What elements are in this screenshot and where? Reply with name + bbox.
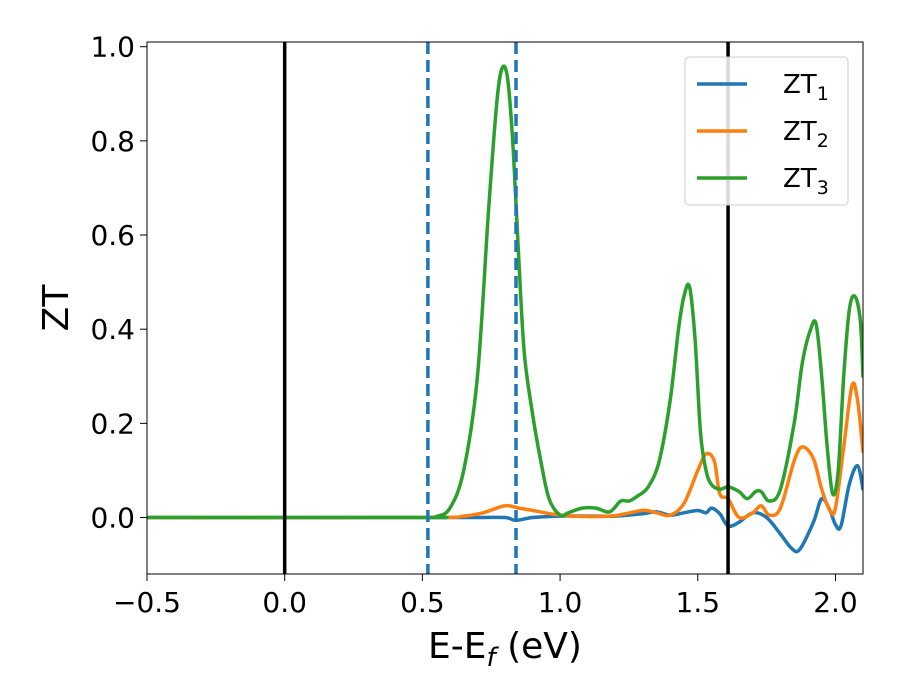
x-tick-label: 0.0 (262, 586, 307, 619)
axes-frame (146, 41, 864, 575)
legend-label-sub: 2 (817, 130, 829, 152)
y-tick-label: 1.0 (90, 31, 135, 64)
legend-box (684, 56, 849, 206)
legend-label-main: ZT (783, 70, 817, 100)
legend-label-main: ZT (783, 164, 817, 194)
y-tick-label: 0.4 (90, 313, 135, 346)
axes: −0.5 0.0 0.5 1.0 1.5 2.0 0.0 0.2 0.4 0.6 0.8 1.0 (90, 31, 864, 619)
x-tick-label: 0.5 (400, 586, 445, 619)
x-tick-label: 1.0 (538, 586, 583, 619)
y-tick-label: 0.2 (90, 407, 135, 440)
y-tick-label: 0.8 (90, 125, 135, 158)
y-tick-label: 0.0 (90, 502, 135, 535)
axis-labels: E-Ef (eV) ZT (36, 284, 582, 673)
legend-label-zt3: ZT3 (783, 164, 829, 199)
y-axis-label: ZT (36, 284, 77, 332)
x-axis-label-tail: (eV) (496, 626, 582, 667)
legend-label-zt2: ZT2 (783, 117, 829, 152)
x-tick-label: 1.5 (676, 586, 721, 619)
x-tick-label: 2.0 (813, 586, 858, 619)
x-axis-label-main: E-E (428, 626, 486, 667)
legend-label-zt1: ZT1 (783, 70, 829, 105)
series-line-zt3 (147, 64, 863, 520)
legend-label-main: ZT (783, 117, 817, 147)
legend-label-sub: 1 (817, 83, 829, 105)
series-line-zt2 (147, 381, 863, 520)
y-tick-label: 0.6 (90, 219, 135, 252)
x-axis-label: E-Ef (eV) (428, 626, 582, 673)
x-tick-label: −0.5 (113, 586, 181, 619)
legend-label-sub: 3 (817, 177, 829, 199)
